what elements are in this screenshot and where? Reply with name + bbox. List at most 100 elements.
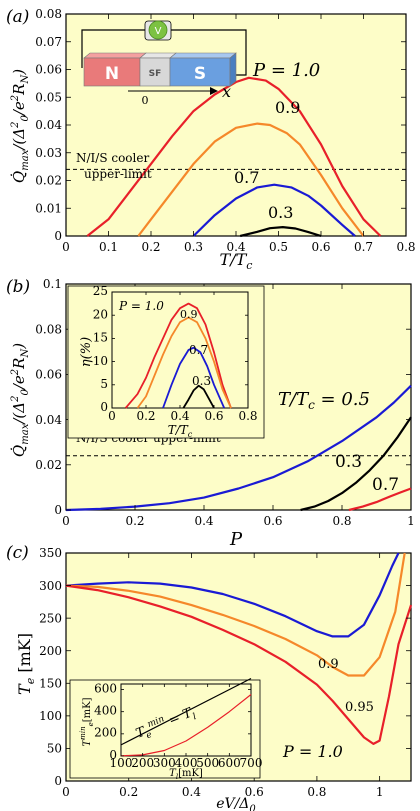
panel-a-annotation-p09: 0.9 [275, 98, 300, 117]
axis-origin-label: 0 [142, 94, 149, 107]
panel-a-xtick-label-0: 0 [62, 240, 70, 254]
panel-a-ytick-label-7: 0.07 [35, 35, 62, 49]
panel-b-xtick-label-2: 0.4 [194, 514, 213, 528]
panel-c-annotation-p10: P = 1.0 [282, 742, 343, 761]
panel-a-series-0-line [86, 76, 382, 237]
panel-a-ytick-label-3: 0.03 [35, 146, 62, 160]
panel-c-xtick-label-5: 1 [376, 785, 384, 799]
schematic-circuit-wire [81, 29, 247, 76]
panel-b-inset-annotation-09: 0.9 [180, 308, 198, 321]
panel-b-inset-series-3-line [182, 384, 215, 409]
panel-b-inset-xtick-label-3: 0.6 [204, 409, 223, 423]
x-axis-arrowhead [210, 87, 218, 95]
panel-a-ytick-label-6: 0.06 [35, 63, 62, 77]
device-schematic: V N SF S 0 x [81, 20, 247, 107]
panel-c-xtick-label-1: 0.2 [119, 785, 138, 799]
panel-a-annotation-p10: P = 1.0 [252, 60, 320, 81]
panel-c-series-2-line [65, 584, 413, 746]
panel-b-annotation-07: 0.7 [372, 475, 399, 495]
panel-c-series-0-line [65, 552, 400, 638]
panel-a-label: (a) [6, 7, 29, 27]
panel-c-inset-ytick-label-0: 0 [109, 748, 117, 762]
panel-b-annotation-03: 0.3 [335, 452, 362, 472]
panel-a-series-3-line [239, 226, 322, 238]
panel-b-xtick-label-0: 0 [62, 514, 70, 528]
n-block-label: N [105, 64, 119, 84]
panel-a-annotation-p07: 0.7 [234, 168, 259, 187]
panel-c-inset-xlabel: Tl[mK] [169, 768, 203, 781]
panel-a-annotation-p03: 0.3 [268, 203, 293, 222]
s-block-side [229, 52, 237, 87]
panel-c-ytick-label-7: 350 [39, 546, 62, 560]
panel-b-inset-ytick-label-3: 15 [93, 331, 108, 345]
panel-a-ylabel: Q̇max/(Δ20/e2RN) [10, 69, 31, 183]
panel-b-ytick-label-2: 0.04 [35, 413, 62, 427]
panel-a-xtick-label-6: 0.6 [311, 240, 330, 254]
panel-c-inset-xtick-label-5: 600 [218, 756, 241, 770]
panel-b-inset-xtick-label-0: 0 [108, 409, 116, 423]
panel-b-inset-ytick-label-4: 20 [93, 307, 108, 321]
panel-a-ytick-label-1: 0.01 [35, 201, 62, 215]
panel-c-inset-xtick-label-3: 400 [175, 756, 198, 770]
sf-block-label: SF [149, 69, 162, 79]
panel-a-ytick-label-0: 0 [54, 229, 62, 243]
panel-b-inset-annotation-03: 0.3 [192, 374, 211, 388]
n-block-top [83, 52, 147, 59]
panel-b-series-0-line [65, 384, 412, 512]
panel-c-inset-ytick-label-2: 400 [94, 703, 117, 717]
panel-b-inset-series-1-line [136, 316, 232, 409]
panel-a-ref-label-2: upper-limit [84, 167, 152, 181]
panel-c-ytick-label-4: 200 [39, 644, 62, 658]
panel-a-xtick-label-4: 0.4 [226, 240, 245, 254]
panel-b-inset-annotation-p10: P = 1.0 [118, 299, 164, 313]
panel-b-ylabel: Q̇max/(Δ20/e2RN) [10, 343, 31, 457]
panel-c-inset-plot-area [120, 683, 252, 757]
panel-a-xlabel: T/Tc [220, 250, 253, 272]
panel-b-ytick-label-3: 0.06 [35, 368, 62, 382]
panel-c-ytick-label-1: 50 [47, 742, 62, 756]
panel-b-inset-series-2-line [162, 346, 226, 409]
panel-b-ytick-label-0: 0 [54, 503, 62, 517]
panel-b-xtick-label-4: 0.8 [332, 514, 351, 528]
panel-a-ref-label-1: N/I/S cooler [76, 151, 149, 165]
panel-a-xtick-label-2: 0.2 [141, 240, 160, 254]
panel-c-series-1-line [65, 552, 406, 677]
panel-c-xtick-label-0: 0 [62, 785, 70, 799]
panel-a-xtick-label-8: 0.8 [396, 240, 415, 254]
panel-a-xtick-label-7: 0.7 [354, 240, 373, 254]
panel-a-ytick-label-8: 0.08 [35, 7, 62, 21]
panel-c-inset-xtick-label-1: 200 [131, 756, 154, 770]
axis-x-label: x [222, 82, 231, 101]
panel-a-xtick-label-5: 0.5 [269, 240, 288, 254]
panel-b-inset-xtick-label-2: 0.4 [170, 409, 189, 423]
panel-a-series-2-line [192, 183, 356, 237]
panel-c-inset-xtick-label-2: 300 [153, 756, 176, 770]
panel-b-inset-annotation-07: 0.7 [189, 343, 208, 357]
panel-b-ytick-label-5: 0.1 [43, 277, 62, 291]
panel-b-inset-ytick-label-5: 25 [93, 284, 108, 298]
panel-b-inset: 0 0.2 0.4 0.6 0.8 0 5 10 15 20 25 η(%) T/Tc P = 1.… [67, 284, 265, 439]
panel-b-inset-ytick-label-1: 5 [100, 377, 108, 391]
panel-c-xlabel: eV/Δ0 [216, 796, 256, 811]
panel-b-annotation-tc05: T/Tc = 0.5 [278, 389, 370, 412]
svg-text:V: V [155, 26, 162, 37]
panel-b-xtick-label-5: 1 [407, 514, 415, 528]
panel-a-ytick-label-5: 0.05 [35, 90, 62, 104]
panel-a: 0 0.1 0.2 0.3 0.4 0.5 0.6 0.7 0.8 0 0.01 0.02 0.03 0.… [6, 7, 416, 272]
panel-a-xtick-label-1: 0.1 [99, 240, 118, 254]
s-block [169, 57, 231, 87]
panel-b-inset-xtick-label-4: 0.8 [238, 409, 257, 423]
panel-b-xtick-label-1: 0.2 [125, 514, 144, 528]
panel-c-ytick-label-6: 300 [39, 579, 62, 593]
panel-b-inset-series-0-line [124, 302, 232, 409]
panel-c-xtick-label-2: 0.4 [182, 785, 201, 799]
s-block-label: S [194, 64, 206, 84]
panel-c-ylabel: Te [mK] [15, 633, 37, 695]
panel-b-ytick-label-4: 0.08 [35, 322, 62, 336]
panel-a-ytick-label-2: 0.02 [35, 174, 62, 188]
panel-a-xtick-label-3: 0.3 [184, 240, 203, 254]
panel-b-ytick-label-1: 0.02 [35, 458, 62, 472]
